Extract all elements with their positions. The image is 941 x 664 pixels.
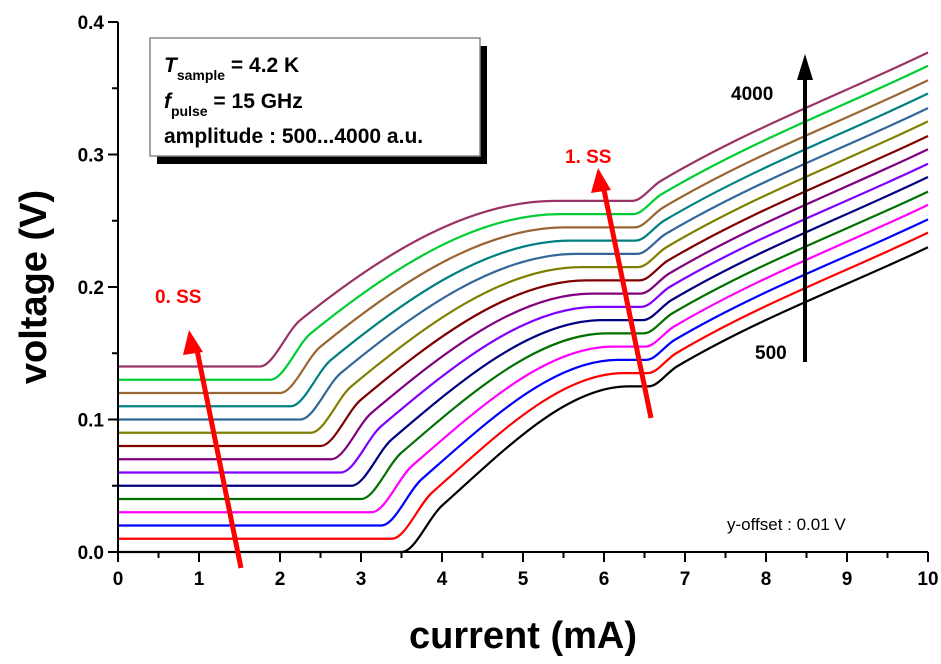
legend-box: Tsample = 4.2 K fpulse = 15 GHz amplitud… [149, 37, 487, 164]
series-line-5 [118, 176, 929, 487]
x-tick-label: 5 [518, 569, 529, 590]
x-tick-label: 7 [680, 569, 691, 590]
ss0-label: 0. SS [155, 287, 201, 308]
ss0-arrow-shaft [193, 344, 244, 569]
series-line-14 [117, 51, 929, 368]
series-line-11 [118, 92, 929, 408]
amplitude-low-label: 500 [755, 343, 787, 364]
y-tick-label: 0.2 [78, 278, 104, 299]
y-tick-label: 0.1 [78, 411, 105, 432]
amplitude-arrow-head [797, 54, 813, 80]
series-line-4 [118, 190, 929, 501]
series-line-9 [117, 120, 929, 434]
ss1-label: 1. SS [565, 147, 611, 168]
ss1-arrow-shaft [600, 184, 654, 419]
x-axis-label: current (mA) [409, 615, 637, 657]
x-tick-label: 6 [599, 569, 610, 590]
y-tick-label: 0.4 [78, 13, 105, 34]
legend-line-2: fpulse = 15 GHz [164, 90, 303, 119]
y-offset-note: y-offset : 0.01 V [727, 515, 846, 534]
series-line-6 [117, 162, 929, 474]
x-tick-label: 0 [113, 569, 124, 590]
y-tick-label: 0.3 [78, 146, 104, 167]
x-tick-label: 9 [842, 569, 853, 590]
x-tick-label: 1 [194, 569, 205, 590]
legend-line-3: amplitude : 500...4000 a.u. [164, 125, 423, 148]
series-layer [117, 51, 929, 554]
axes: 0 1 2 3 4 5 6 7 8 9 10 0.0 0.1 0.2 0.3 0.4 [78, 13, 939, 590]
series-line-1 [118, 231, 929, 540]
amplitude-high-label: 4000 [731, 84, 773, 105]
series-line-8 [117, 134, 929, 448]
series-line-2 [117, 218, 929, 527]
legend-line-1: Tsample = 4.2 K [164, 54, 299, 83]
series-line-10 [118, 107, 929, 421]
series-line-12 [118, 79, 929, 395]
series-line-3 [118, 203, 929, 514]
x-tick-label: 2 [275, 569, 286, 590]
legend-frame [149, 37, 481, 157]
x-tick-label: 10 [917, 569, 938, 590]
ss0-arrow-head [183, 330, 203, 355]
y-axis-label: voltage (V) [13, 190, 55, 384]
series-line-7 [117, 148, 929, 461]
y-tick-label: 0.0 [78, 543, 104, 564]
ss1-arrow-head [591, 168, 611, 193]
x-tick-label: 8 [761, 569, 772, 590]
x-tick-label: 3 [356, 569, 367, 590]
series-line-13 [117, 64, 929, 381]
x-tick-label: 4 [437, 569, 448, 590]
